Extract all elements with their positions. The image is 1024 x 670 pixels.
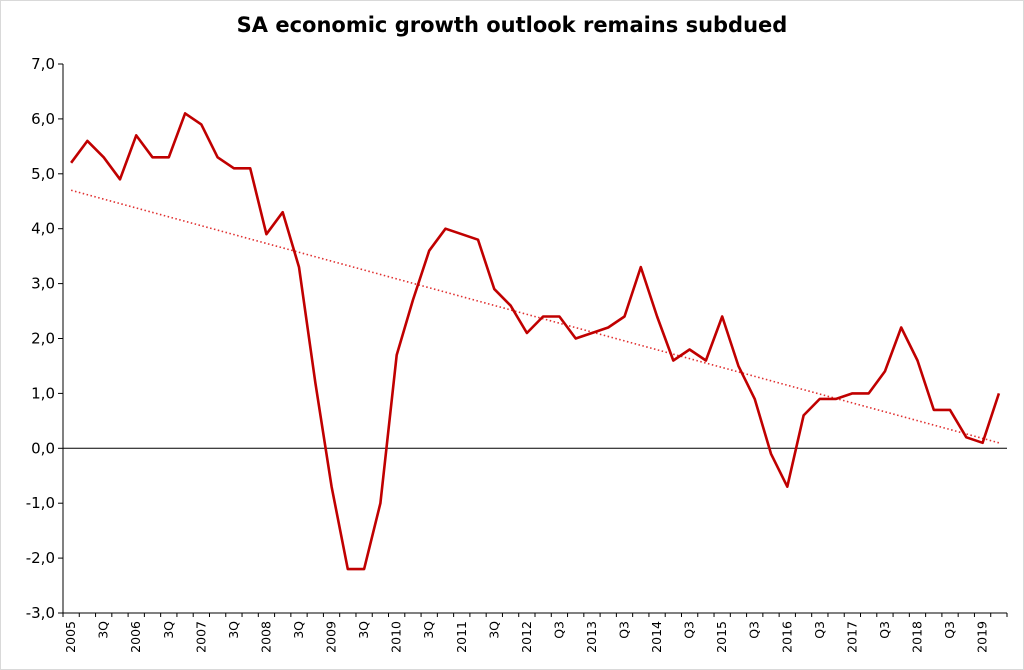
y-tick-label: 3,0 — [31, 275, 55, 293]
x-tick-label: 2007 — [193, 621, 208, 653]
x-tick-label: 2018 — [909, 621, 924, 653]
x-tick-label: 3Q — [356, 621, 371, 639]
x-tick-label: 2006 — [128, 621, 143, 653]
x-tick-label: Q3 — [682, 621, 697, 639]
x-tick-label: 2008 — [258, 621, 273, 653]
trendline — [70, 189, 1000, 444]
y-tick-label: 7,0 — [31, 55, 55, 73]
x-tick-label: Q3 — [551, 621, 566, 639]
x-tick-label: 2014 — [649, 621, 664, 653]
chart-title: SA economic growth outlook remains subdu… — [236, 13, 788, 37]
x-tick-label: Q3 — [877, 621, 892, 639]
x-tick-label: 3Q — [226, 621, 241, 639]
x-tick-label: 2017 — [844, 621, 859, 653]
y-tick-label: 0,0 — [31, 439, 55, 457]
y-tick-label: -3,0 — [26, 604, 55, 622]
x-tick-label: Q3 — [942, 621, 957, 639]
x-tick-label: Q3 — [617, 621, 632, 639]
x-tick-label: 3Q — [96, 621, 111, 639]
x-tick-label: Q3 — [747, 621, 762, 639]
x-tick-label: 2012 — [519, 621, 534, 653]
x-tick-label: 3Q — [291, 621, 306, 639]
y-tick-label: 4,0 — [31, 220, 55, 238]
x-tick-label: 2015 — [714, 621, 729, 653]
x-tick-label: 3Q — [486, 621, 501, 639]
x-tick-label: Q3 — [812, 621, 827, 639]
x-tick-label: 2009 — [324, 621, 339, 653]
x-tick-label: 3Q — [421, 621, 436, 639]
y-tick-label: 6,0 — [31, 110, 55, 128]
y-tick-label: 2,0 — [31, 330, 55, 348]
y-tick-label: 5,0 — [31, 165, 55, 183]
x-tick-label: 2005 — [63, 621, 78, 653]
x-tick-label: 3Q — [161, 621, 176, 639]
x-tick-label: 2016 — [779, 621, 794, 653]
y-tick-label: -1,0 — [26, 494, 55, 512]
x-tick-label: 2013 — [584, 621, 599, 653]
y-tick-label: -2,0 — [26, 549, 55, 567]
x-tick-label: 2019 — [975, 621, 990, 653]
y-tick-label: 1,0 — [31, 384, 55, 402]
series-line — [70, 112, 1001, 571]
x-tick-label: 2011 — [454, 621, 469, 653]
x-tick-label: 2010 — [389, 621, 404, 653]
